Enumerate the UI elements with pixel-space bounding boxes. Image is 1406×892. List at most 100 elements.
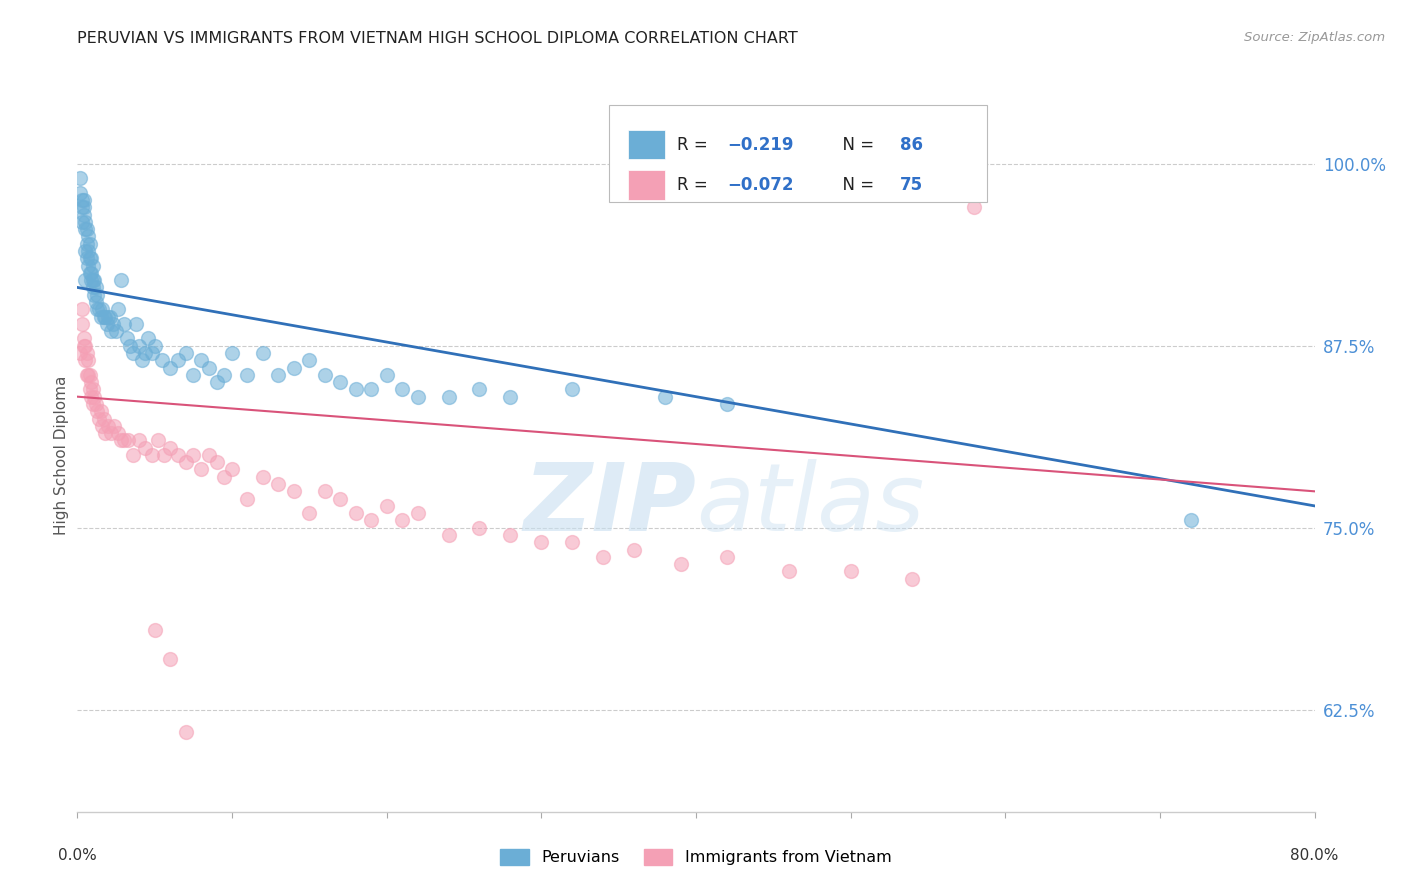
Point [344, 506, 367, 520]
Point [654, 390, 676, 404]
Point [76, 368, 98, 382]
Point [69, 171, 91, 186]
Point [198, 360, 221, 375]
Point [72, 200, 94, 214]
Point [267, 368, 290, 382]
Point [128, 339, 150, 353]
Point [146, 434, 169, 448]
Point [623, 542, 645, 557]
Point [110, 434, 132, 448]
Point [80, 375, 103, 389]
Point [105, 324, 128, 338]
Point [159, 360, 181, 375]
Point [143, 339, 166, 353]
Point [122, 346, 145, 360]
Point [69, 346, 91, 360]
Point [83, 273, 105, 287]
Point [79, 236, 101, 251]
Point [134, 346, 156, 360]
Point [98, 310, 121, 324]
Text: atlas: atlas [696, 459, 924, 550]
Point [79, 266, 101, 280]
Text: PERUVIAN VS IMMIGRANTS FROM VIETNAM HIGH SCHOOL DIPLOMA CORRELATION CHART: PERUVIAN VS IMMIGRANTS FROM VIETNAM HIGH… [77, 31, 799, 46]
Point [561, 383, 583, 397]
Point [437, 528, 460, 542]
Bar [628, 129, 665, 160]
Point [103, 418, 125, 433]
Point [1180, 513, 1202, 527]
Point [69, 186, 91, 200]
Point [190, 462, 212, 476]
Point [283, 484, 305, 499]
Point [205, 375, 228, 389]
Point [344, 383, 367, 397]
Point [70, 302, 93, 317]
Point [152, 353, 174, 368]
Point [79, 252, 101, 266]
Point [79, 383, 101, 397]
Point [183, 368, 205, 382]
Point [87, 411, 110, 425]
Point [190, 353, 212, 368]
Y-axis label: High School Diploma: High School Diploma [53, 376, 69, 534]
Text: N =: N = [832, 176, 879, 194]
Text: 86: 86 [900, 136, 924, 153]
Point [499, 390, 522, 404]
Point [125, 317, 148, 331]
Point [76, 252, 98, 266]
Point [778, 565, 800, 579]
Point [561, 535, 583, 549]
Point [84, 295, 107, 310]
Point [283, 360, 305, 375]
Legend: Peruvians, Immigrants from Vietnam: Peruvians, Immigrants from Vietnam [494, 842, 898, 871]
Point [267, 477, 290, 491]
Point [138, 331, 160, 345]
Point [97, 418, 120, 433]
Point [221, 346, 243, 360]
Point [159, 652, 181, 666]
Point [901, 572, 924, 586]
Point [128, 434, 150, 448]
Point [77, 259, 100, 273]
Point [70, 317, 93, 331]
Text: N =: N = [832, 136, 879, 153]
Point [839, 565, 862, 579]
Point [143, 623, 166, 637]
Point [75, 244, 96, 258]
Point [77, 229, 100, 244]
Point [82, 397, 104, 411]
Point [167, 448, 190, 462]
Text: −0.072: −0.072 [727, 176, 793, 194]
Point [107, 302, 129, 317]
Point [107, 426, 129, 441]
Point [592, 549, 614, 564]
Point [499, 528, 522, 542]
Point [406, 390, 429, 404]
Point [84, 397, 107, 411]
Point [112, 434, 135, 448]
Text: Source: ZipAtlas.com: Source: ZipAtlas.com [1244, 31, 1385, 45]
Text: ZIP: ZIP [523, 458, 696, 551]
Point [118, 339, 141, 353]
Point [90, 310, 112, 324]
Text: −0.219: −0.219 [727, 136, 793, 153]
Point [375, 499, 398, 513]
Point [252, 346, 274, 360]
Point [83, 390, 105, 404]
Point [716, 397, 738, 411]
Text: 80.0%: 80.0% [1291, 848, 1339, 863]
Point [131, 353, 153, 368]
Point [70, 200, 93, 214]
Point [86, 302, 108, 317]
Point [80, 266, 103, 280]
Point [205, 455, 228, 469]
Point [134, 441, 156, 455]
Point [76, 222, 98, 236]
Point [87, 302, 110, 317]
Point [80, 252, 103, 266]
Point [391, 513, 413, 527]
Point [75, 215, 96, 229]
Point [141, 448, 163, 462]
Point [198, 448, 221, 462]
Point [70, 193, 93, 207]
